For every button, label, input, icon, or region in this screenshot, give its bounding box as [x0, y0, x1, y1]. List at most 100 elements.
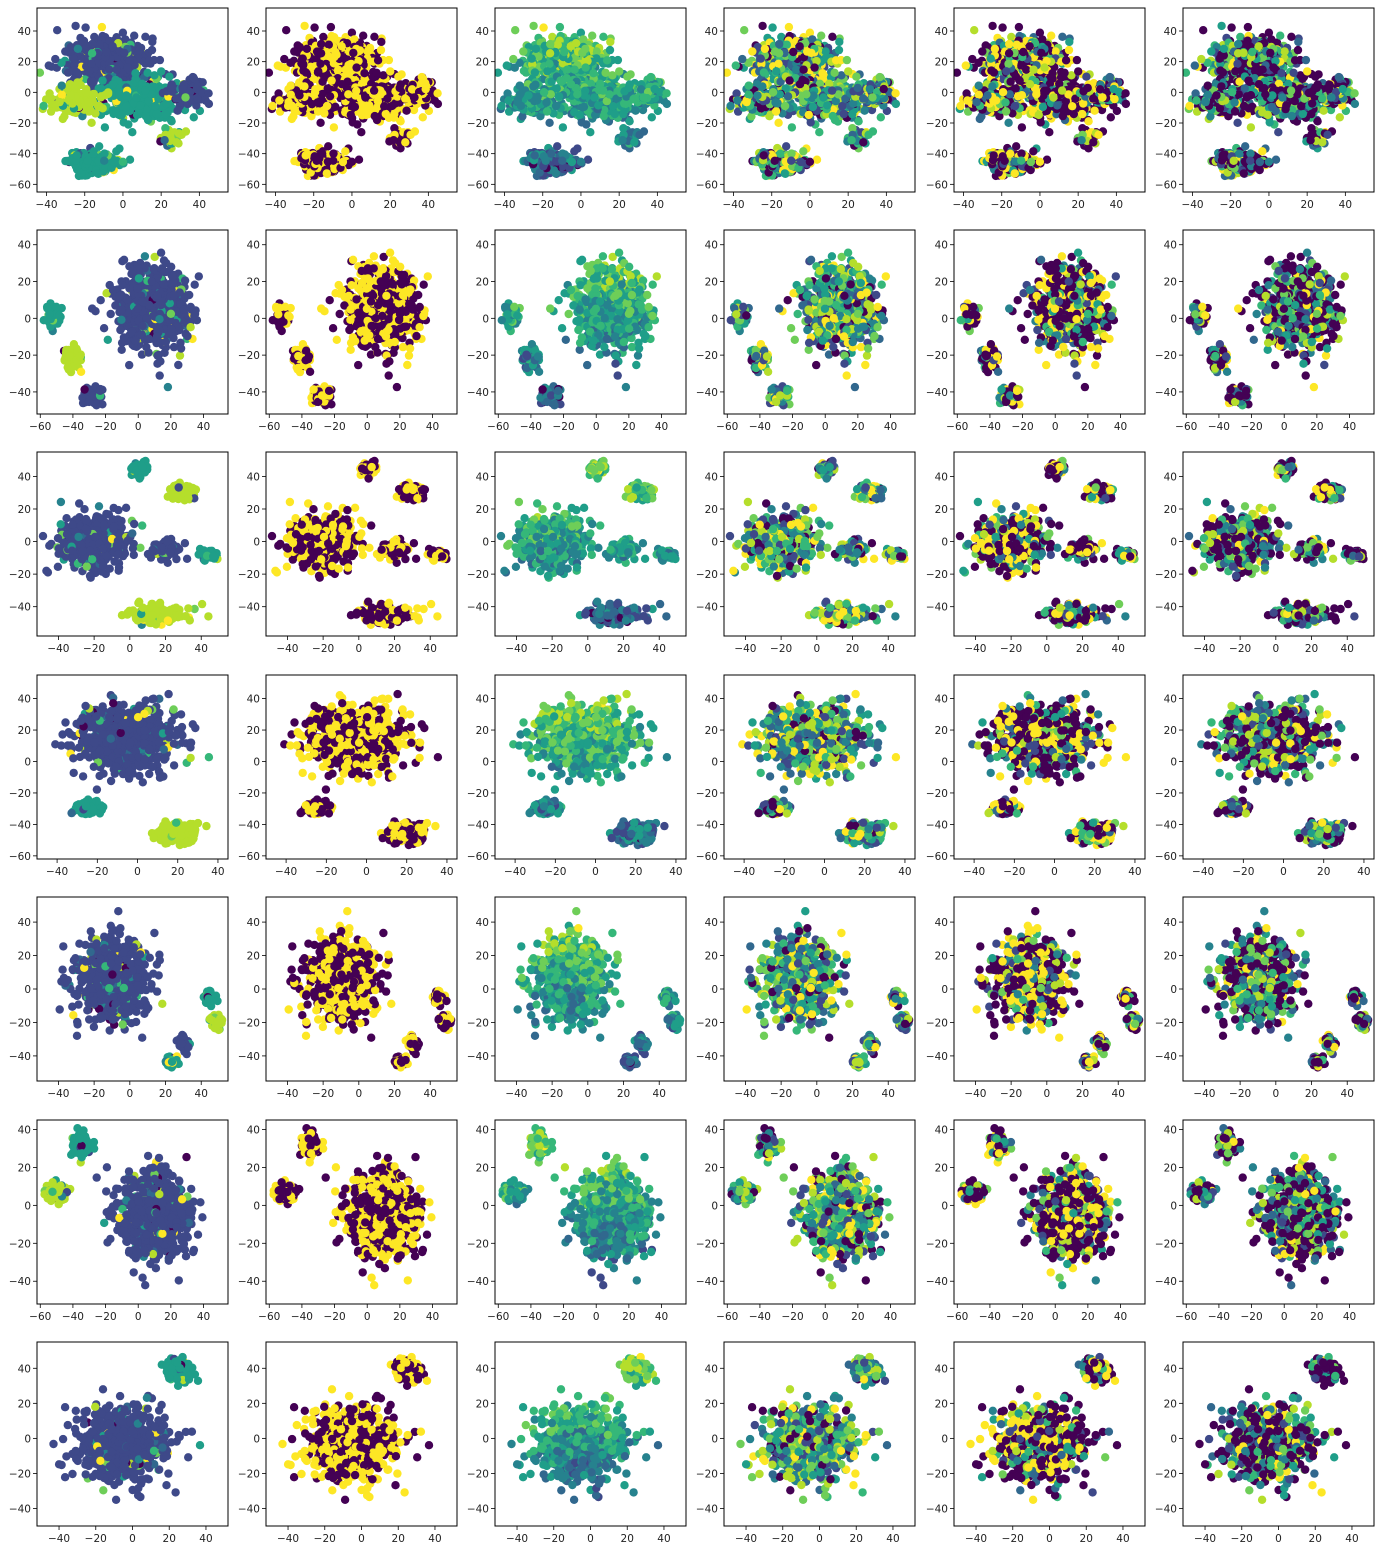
- scatter-point: [329, 123, 339, 132]
- scatter-point: [152, 109, 161, 119]
- scatter-point: [620, 99, 629, 108]
- scatter-point: [515, 90, 524, 99]
- scatter-point: [350, 35, 359, 44]
- scatter-point: [45, 89, 54, 98]
- scatter-point: [72, 151, 81, 160]
- scatter-point: [515, 58, 524, 67]
- axes-frame: [36, 7, 229, 193]
- scatter-point: [188, 72, 197, 82]
- scatter-point: [784, 22, 794, 32]
- scatter-point: [376, 45, 386, 55]
- scatter-point: [154, 94, 163, 103]
- scatter-point: [545, 49, 555, 58]
- scatter-point: [552, 84, 561, 93]
- y-tick-label: 20: [18, 57, 31, 69]
- scatter-point: [795, 42, 804, 51]
- scatter-point: [341, 65, 350, 74]
- scatter-point: [162, 99, 171, 108]
- scatter-point: [726, 101, 735, 111]
- scatter-point: [376, 90, 385, 99]
- scatter-point: [511, 26, 520, 35]
- scatter-point: [815, 128, 824, 137]
- y-tick-label: −20: [467, 118, 489, 130]
- scatter-point: [192, 84, 201, 94]
- x-tick-label: −20: [303, 199, 325, 211]
- scatter-point: [352, 63, 361, 72]
- scatter-point: [834, 45, 844, 55]
- scatter-point: [662, 99, 672, 109]
- scatter-point: [351, 91, 360, 100]
- scatter-point: [275, 96, 284, 105]
- scatter-point: [338, 157, 348, 167]
- scatter-point: [144, 96, 153, 106]
- scatter-point: [808, 35, 817, 44]
- scatter-point: [605, 45, 615, 55]
- scatter-point: [373, 56, 383, 65]
- scatter-point: [740, 26, 749, 35]
- scatter-point: [313, 98, 322, 107]
- scatter-point: [636, 85, 646, 94]
- scatter-point: [325, 92, 335, 101]
- scatter-point: [286, 90, 295, 99]
- scatter-point: [172, 138, 181, 147]
- scatter-point: [815, 79, 825, 89]
- scatter-point: [310, 88, 320, 97]
- scatter-point: [545, 118, 554, 128]
- scatter-point: [583, 56, 592, 66]
- scatter-point: [553, 142, 562, 151]
- scatter-point: [630, 94, 639, 103]
- scatter-point: [635, 130, 644, 139]
- scatter-point: [178, 85, 188, 94]
- scatter-point: [322, 101, 332, 111]
- x-tick-label: 20: [383, 199, 396, 211]
- scatter-point: [625, 117, 634, 126]
- scatter-point: [576, 28, 586, 37]
- scatter-point: [547, 149, 556, 158]
- scatter-point: [782, 40, 791, 49]
- scatter-point: [90, 32, 99, 42]
- scatter-point: [78, 112, 87, 121]
- scatter-point: [592, 47, 601, 56]
- scatter-point: [130, 31, 139, 40]
- scatter-point: [298, 54, 307, 63]
- scatter-point: [157, 67, 166, 76]
- scatter-point: [87, 59, 96, 68]
- scatter-point: [724, 68, 732, 77]
- scatter-point: [349, 48, 358, 58]
- scatter-point: [639, 93, 648, 102]
- scatter-point: [123, 63, 132, 72]
- x-tick-label: −40: [264, 199, 286, 211]
- scatter-point: [610, 109, 619, 119]
- scatter-point: [372, 68, 381, 78]
- x-tick-label: 20: [154, 199, 167, 211]
- scatter-point: [558, 149, 567, 158]
- scatter-point: [348, 118, 357, 127]
- scatter-point: [85, 67, 94, 76]
- scatter-point: [623, 72, 632, 81]
- scatter-point: [744, 58, 753, 67]
- scatter-point: [316, 49, 326, 58]
- scatter-point: [650, 84, 659, 94]
- scatter-point: [280, 54, 289, 64]
- scatter-point: [662, 89, 671, 98]
- scatter-point: [166, 83, 175, 93]
- scatter-point: [503, 89, 512, 98]
- scatter-point: [89, 149, 98, 158]
- y-tick-label: −40: [467, 149, 489, 161]
- scatter-point: [138, 79, 147, 89]
- scatter-point: [553, 40, 562, 49]
- scatter-point: [312, 156, 321, 165]
- scatter-point: [88, 90, 98, 99]
- scatter-point: [395, 83, 404, 93]
- scatter-point: [337, 42, 346, 51]
- scatter-point: [772, 67, 781, 76]
- scatter-point: [300, 21, 309, 31]
- scatter-point: [96, 92, 106, 101]
- scatter-point: [579, 102, 589, 112]
- scatter-point: [73, 44, 83, 53]
- scatter-point: [115, 90, 124, 99]
- scatter-point: [612, 94, 621, 103]
- scatter-point: [301, 68, 311, 77]
